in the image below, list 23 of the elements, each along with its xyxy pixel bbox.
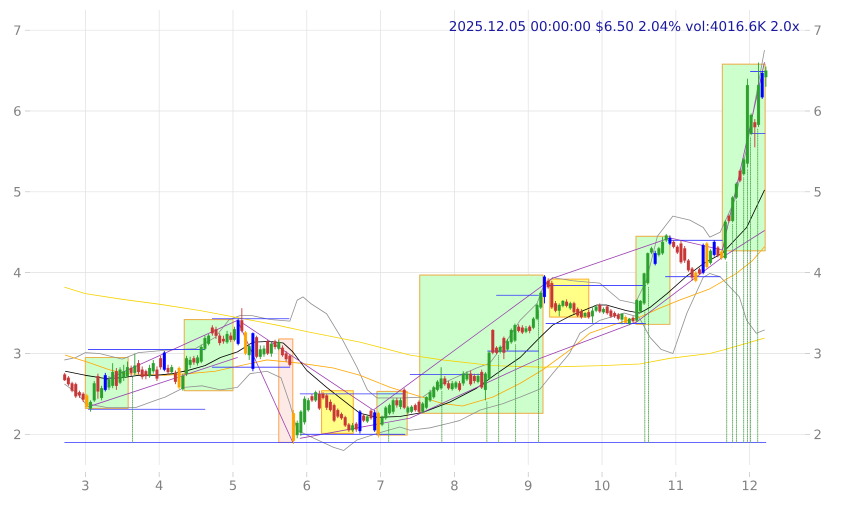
x-tick-label: 12 bbox=[742, 480, 757, 490]
y-tick-label: 7 bbox=[14, 25, 20, 35]
x-tick-label: 3 bbox=[82, 480, 88, 490]
y2-tick-label: 2 bbox=[814, 429, 820, 440]
y-tick-label: 4 bbox=[14, 268, 21, 278]
y-tick-label: 3 bbox=[14, 348, 20, 358]
x-tick-label: 8 bbox=[451, 480, 458, 490]
y2-tick-label: 6 bbox=[814, 106, 821, 116]
y2-tick-label: 7 bbox=[814, 25, 821, 35]
x-tick-label: 5 bbox=[230, 480, 236, 490]
text: 2025.12.05 00:00:00 $6.50 2.04% vol:4016.6K 2.0x bbox=[450, 20, 800, 33]
x-tick-label: 4 bbox=[156, 480, 163, 490]
y2-tick-label: 5 bbox=[814, 186, 821, 197]
x-tick-label: 11 bbox=[668, 480, 683, 490]
y-tick-label: 5 bbox=[14, 186, 20, 197]
x-tick-label: 7 bbox=[378, 480, 384, 490]
x-tick-label: 6 bbox=[304, 480, 310, 490]
y-tick-label: 6 bbox=[14, 106, 21, 116]
x-tick-label: 10 bbox=[595, 480, 610, 490]
y2-tick-label: 4 bbox=[814, 268, 822, 278]
y2-tick-label: 3 bbox=[814, 348, 821, 358]
x-tick-label: 9 bbox=[524, 480, 532, 490]
y-tick-label: 2 bbox=[14, 429, 20, 440]
